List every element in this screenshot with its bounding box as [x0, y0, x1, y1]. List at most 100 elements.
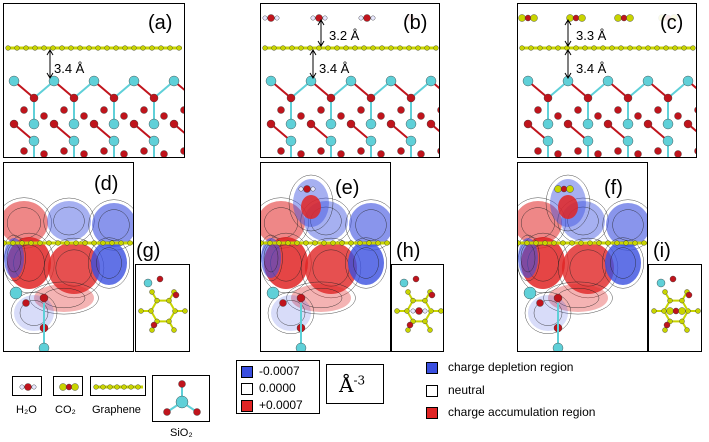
- graphene-atom: [77, 45, 83, 51]
- oxygen-atom: [654, 106, 662, 114]
- oxygen-atom: [266, 119, 276, 129]
- graphene-atom: [546, 45, 552, 51]
- sio2-icon: [163, 380, 201, 416]
- oxygen-atom: [267, 14, 275, 22]
- silicon-atom: [552, 342, 564, 351]
- graphene-atom: [121, 384, 127, 390]
- oxygen-atom: [129, 119, 139, 129]
- graphene-atom: [406, 45, 412, 51]
- arrow-head: [564, 72, 572, 79]
- structure-b: [262, 14, 439, 157]
- silicon-atom: [405, 135, 417, 147]
- graphene-atom: [690, 45, 696, 51]
- panel-g: [135, 264, 190, 352]
- graphene-atom: [366, 240, 372, 246]
- graphene-atom: [289, 45, 295, 51]
- graphene-atom: [86, 45, 92, 51]
- graphene-atom: [140, 45, 146, 51]
- silicon-atom: [8, 75, 20, 87]
- oxygen-atom: [39, 293, 49, 303]
- oxygen-atom: [553, 293, 563, 303]
- oxygen-atom: [89, 119, 99, 129]
- panel-label-i: (i): [653, 240, 671, 262]
- graphene-atom: [307, 45, 313, 51]
- contour-line: [602, 237, 644, 289]
- oxygen-atom: [303, 185, 311, 193]
- graphene-atom: [95, 45, 101, 51]
- graphene-atom: [569, 240, 575, 246]
- legend-sio2-caption: SiO₂: [170, 427, 193, 439]
- legend-h2o-box: [12, 376, 42, 396]
- oxygen-atom: [149, 93, 159, 103]
- graphene-atom: [271, 45, 277, 51]
- hydrogen-atom: [370, 15, 376, 21]
- silicon-atom: [542, 135, 554, 147]
- contour-line: [533, 300, 563, 326]
- oxygen-atom: [594, 112, 602, 120]
- graphene-atom: [316, 45, 322, 51]
- oxygen-atom: [603, 119, 613, 129]
- charge-region: [606, 203, 647, 247]
- oxygen-atom: [412, 275, 420, 283]
- graphene-atom: [166, 318, 172, 325]
- silicon-atom: [662, 118, 674, 130]
- graphene-atom: [19, 240, 25, 246]
- oxygen-atom: [634, 112, 642, 120]
- arrow-head: [309, 72, 317, 79]
- oxygen-atom: [534, 106, 542, 114]
- graphene-atom: [352, 45, 358, 51]
- distance-label-a: 3.4 Å: [54, 61, 85, 76]
- panel-label-c: (c): [658, 12, 686, 34]
- unit-label: Å-3: [339, 373, 365, 397]
- oxygen-atom: [554, 150, 562, 157]
- silicon-atom: [143, 278, 153, 288]
- hydrogen-atom: [322, 15, 328, 21]
- panel-label-a: (a): [146, 12, 175, 34]
- contour-line: [88, 237, 130, 289]
- contour-line: [518, 234, 540, 282]
- graphene-atom: [114, 384, 120, 390]
- silicon-atom: [622, 135, 634, 147]
- oxygen-atom: [80, 112, 88, 120]
- oxygen-atom: [109, 93, 119, 103]
- arrow-head: [46, 49, 54, 56]
- graphene-atom: [370, 45, 376, 51]
- oxygen-atom: [297, 112, 305, 120]
- charge-region: [261, 201, 305, 245]
- oxygen-atom: [377, 150, 385, 157]
- graphene-atom: [148, 308, 154, 314]
- charge-map-f: [518, 174, 647, 351]
- graphene-atom: [37, 240, 43, 246]
- oxygen-atom: [357, 106, 365, 114]
- graphene-atom: [651, 308, 657, 314]
- co2-carbon-atom: [524, 14, 532, 22]
- graphene-atom: [73, 240, 79, 246]
- graphene-atom: [68, 45, 74, 51]
- oxygen-atom: [357, 147, 365, 155]
- graphene-atom: [100, 240, 106, 246]
- structure-a: [5, 45, 184, 157]
- silicon-atom: [285, 135, 297, 147]
- graphene-atom: [10, 240, 16, 246]
- oxygen-atom: [417, 150, 425, 157]
- oxygen-atom: [523, 119, 533, 129]
- oxygen-atom: [277, 106, 285, 114]
- silicon-atom: [542, 118, 554, 130]
- silicon-atom: [405, 118, 417, 130]
- graphene-atom: [663, 45, 669, 51]
- key-swatch-depletion: [426, 362, 438, 374]
- silicon-atom: [285, 118, 297, 130]
- graphene-atom: [166, 297, 172, 304]
- co2-oxygen-atom: [518, 14, 526, 22]
- oxygen-atom: [554, 112, 562, 120]
- graphene-atom: [410, 297, 416, 304]
- graphene-atom: [176, 45, 182, 51]
- graphene-atom: [519, 45, 525, 51]
- contour-line: [610, 247, 636, 279]
- contour-line: [276, 300, 306, 326]
- silicon-atom: [325, 135, 337, 147]
- contour-line: [288, 174, 334, 232]
- co2-oxygen-atom: [678, 307, 686, 315]
- oxygen-atom: [563, 119, 573, 129]
- oxygen-atom: [377, 112, 385, 120]
